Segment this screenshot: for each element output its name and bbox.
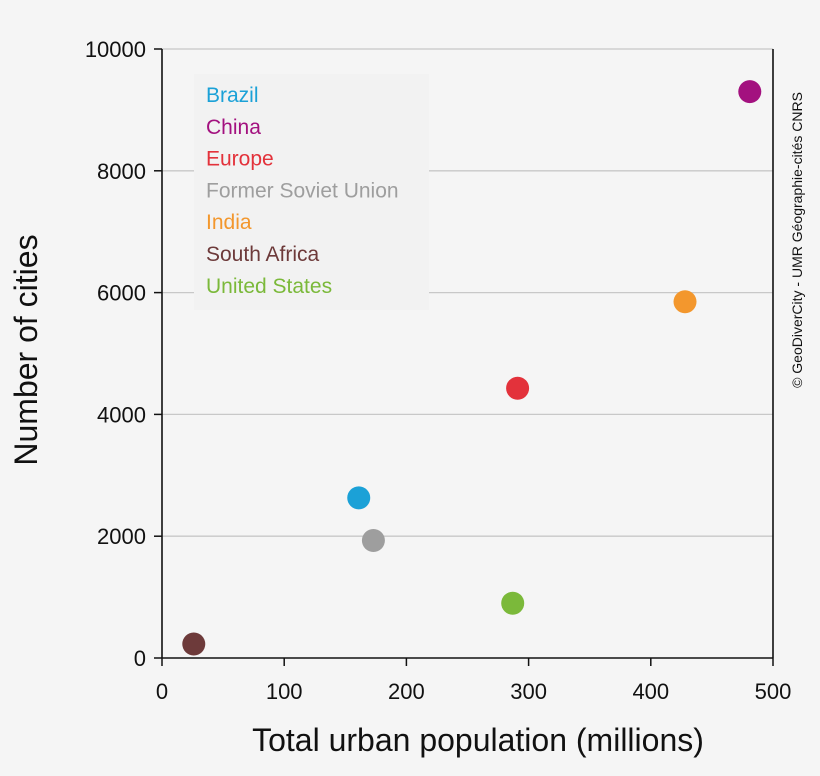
copyright-credit: © GeoDiverCity - UMR Géographie-cités CN… <box>789 92 805 388</box>
y-axis-title: Number of cities <box>8 234 44 465</box>
data-point-india <box>673 290 697 314</box>
data-point-south-africa <box>182 632 206 656</box>
legend: Brazil China Europe Former Soviet Union Indi… <box>206 84 399 298</box>
y-axis-ticks: 0 2000 4000 6000 8000 10000 <box>85 37 162 671</box>
data-point-united-states <box>501 591 525 615</box>
data-point-china <box>738 80 762 104</box>
y-tick-label: 6000 <box>97 281 146 306</box>
legend-label: Brazil <box>206 84 259 107</box>
y-tick-label: 4000 <box>97 402 146 427</box>
legend-background <box>194 74 429 310</box>
x-axis-title: Total urban population (millions) <box>252 722 704 758</box>
legend-label: United States <box>206 275 332 298</box>
x-tick-label: 500 <box>755 679 792 704</box>
y-tick-label: 8000 <box>97 159 146 184</box>
x-tick-label: 300 <box>510 679 547 704</box>
x-tick-label: 400 <box>632 679 669 704</box>
x-tick-label: 100 <box>266 679 303 704</box>
data-point-europe <box>506 376 530 400</box>
x-axis-ticks: 0 100 200 300 400 500 <box>156 658 791 704</box>
legend-label: Europe <box>206 148 274 171</box>
x-tick-label: 0 <box>156 679 168 704</box>
y-tick-label: 10000 <box>85 37 146 62</box>
legend-label: South Africa <box>206 243 320 266</box>
legend-label: Former Soviet Union <box>206 179 399 202</box>
x-tick-label: 200 <box>388 679 425 704</box>
data-point-brazil <box>347 486 371 510</box>
y-tick-label: 2000 <box>97 524 146 549</box>
legend-label: China <box>206 116 261 139</box>
legend-label: India <box>206 211 252 234</box>
data-points <box>182 80 762 656</box>
y-tick-label: 0 <box>134 646 146 671</box>
data-point-former-soviet-union <box>361 528 385 552</box>
axes <box>161 49 774 659</box>
